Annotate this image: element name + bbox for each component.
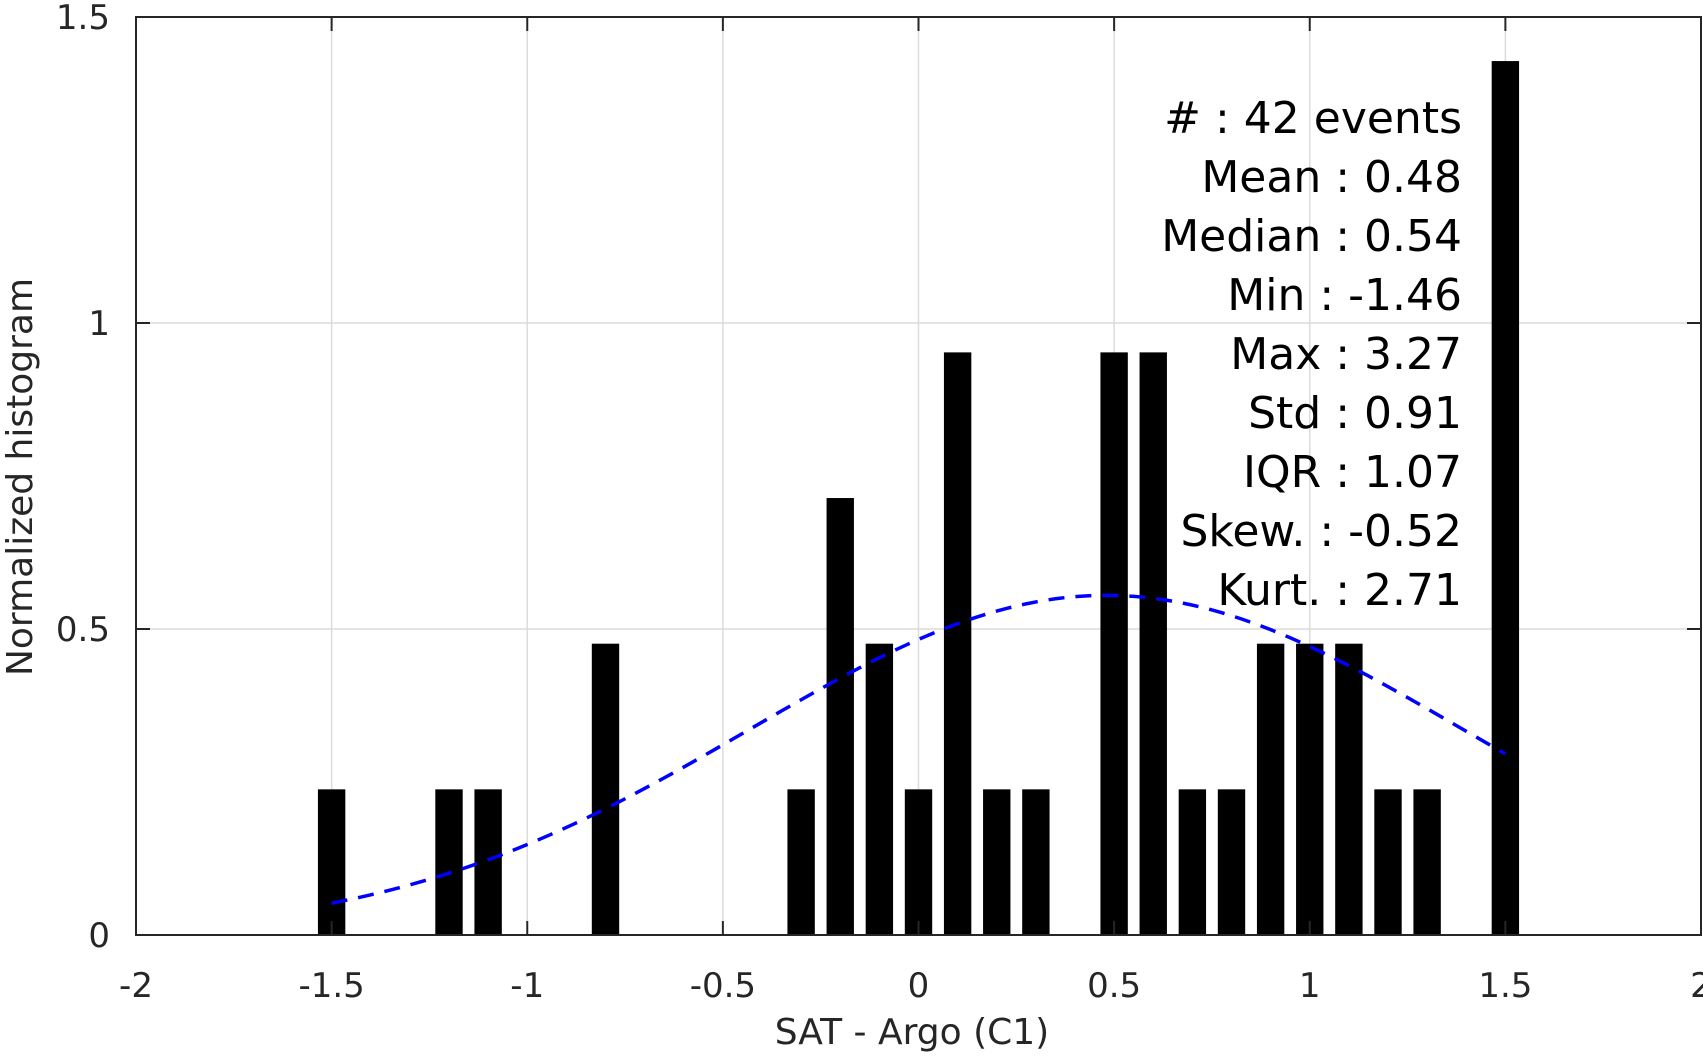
histogram-bar	[1178, 789, 1207, 935]
stats-line: Kurt. : 2.71	[1217, 565, 1462, 616]
y-tick-label: 0.5	[56, 610, 110, 650]
x-tick-label: 0	[908, 966, 930, 1006]
histogram-bar	[943, 352, 972, 936]
x-tick-label: -1	[510, 966, 544, 1006]
histogram-bar	[904, 789, 933, 935]
y-tick-label: 1	[88, 304, 110, 344]
histogram-bar	[1374, 789, 1402, 935]
x-tick-label: 1.5	[1478, 966, 1532, 1006]
histogram-bar	[474, 789, 502, 935]
histogram-bar	[1491, 61, 1520, 935]
x-tick-label: 2	[1690, 966, 1703, 1006]
tick-labels: -2 -1.5 -1 -0.5 0 0.5 1 1.5 2 0 0.5 1 1.5	[56, 0, 1703, 1006]
x-axis-label: SAT - Argo (C1)	[775, 1012, 1049, 1053]
histogram-bar	[1335, 643, 1363, 935]
stats-line: Max : 3.27	[1230, 329, 1462, 380]
x-tick-label: 1	[1299, 966, 1321, 1006]
histogram-bar	[1256, 643, 1285, 935]
histogram-bar	[1022, 789, 1050, 935]
histogram-bar	[865, 643, 894, 935]
stats-line: Skew. : -0.52	[1181, 506, 1463, 557]
axes	[135, 16, 1702, 936]
x-tick-label: -1.5	[298, 966, 364, 1006]
x-tick-label: 0.5	[1087, 966, 1141, 1006]
stats-line: Mean : 0.48	[1201, 152, 1462, 203]
histogram-bar	[317, 789, 346, 935]
stats-line: # : 42 events	[1164, 93, 1462, 144]
y-tick-label: 0	[88, 916, 110, 956]
histogram-bar	[983, 789, 1011, 935]
histogram-bar	[1139, 352, 1167, 936]
y-tick-label: 1.5	[56, 0, 110, 38]
histogram-bar	[787, 789, 815, 935]
y-axis-label: Normalized histogram	[0, 278, 41, 676]
histogram-bar	[1413, 789, 1441, 935]
histogram-bar	[1217, 789, 1246, 935]
x-tick-label: -0.5	[690, 966, 756, 1006]
histogram-bar	[1100, 352, 1128, 936]
stats-line: Std : 0.91	[1248, 388, 1462, 439]
stats-annotation: # : 42 events Mean : 0.48 Median : 0.54 Min…	[1161, 93, 1462, 616]
histogram-bar	[826, 498, 854, 935]
histogram-bar	[591, 643, 620, 935]
normal-fit-curve	[331, 593, 1507, 905]
stats-line: Min : -1.46	[1227, 270, 1462, 321]
x-tick-label: -2	[119, 966, 153, 1006]
stats-line: Median : 0.54	[1161, 211, 1462, 262]
histogram-bar	[1296, 643, 1324, 935]
bars	[317, 61, 1520, 936]
histogram-bar	[435, 789, 463, 935]
stats-line: IQR : 1.07	[1243, 447, 1462, 498]
